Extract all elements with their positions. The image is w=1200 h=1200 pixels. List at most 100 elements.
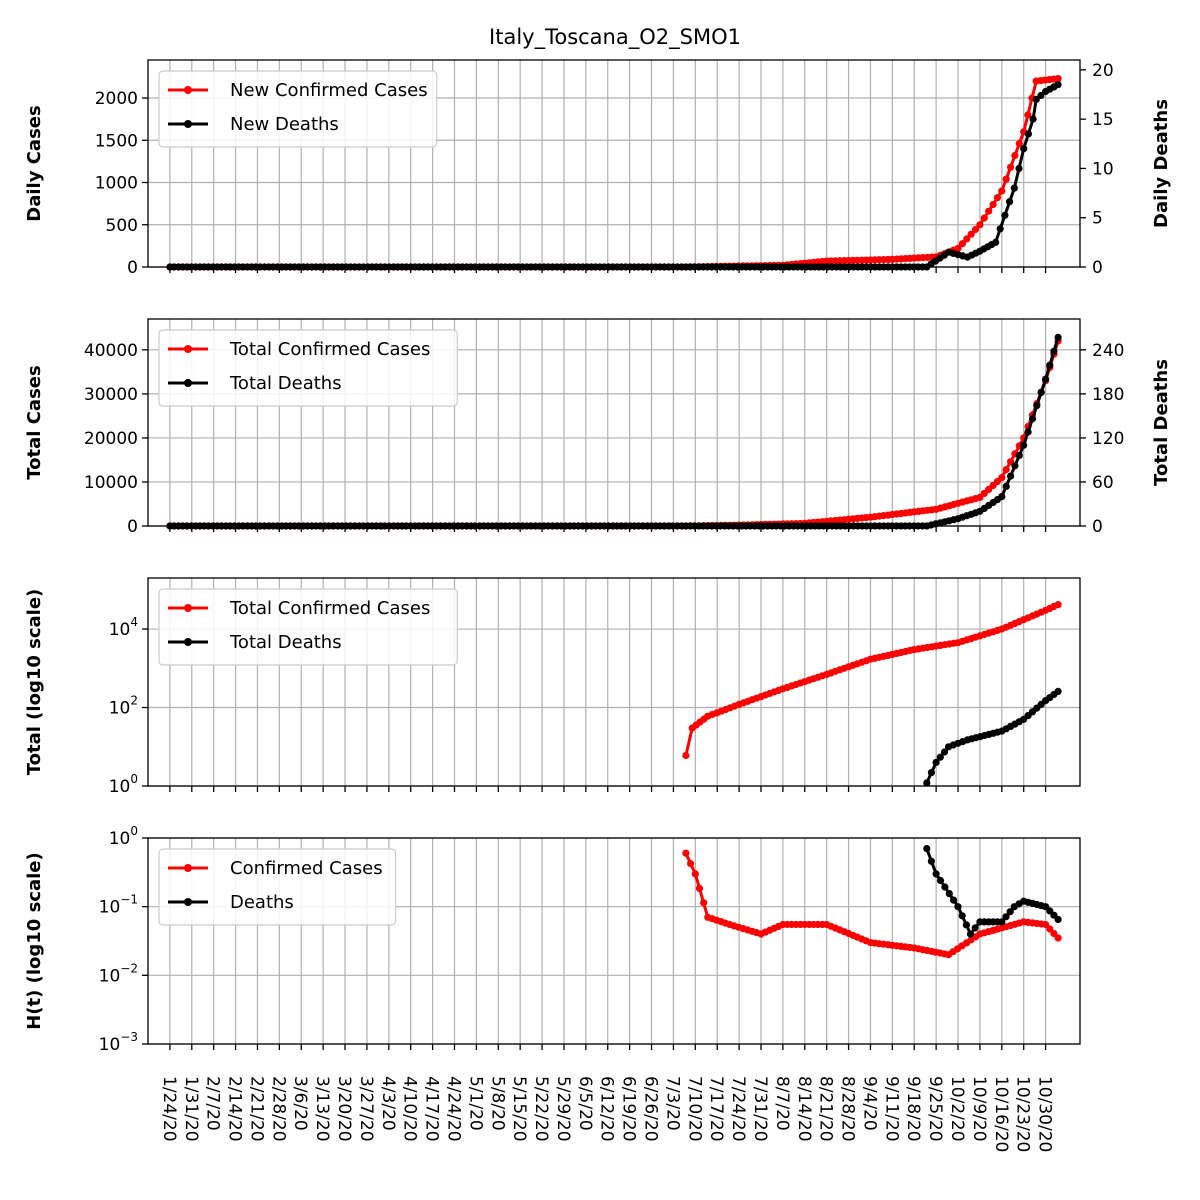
- data-point: [695, 884, 704, 893]
- series-confirmed-cases: [682, 849, 1062, 959]
- x-tick-label: 8/21/20: [816, 1076, 836, 1142]
- x-tick-label: 8/7/20: [772, 1076, 792, 1131]
- legend: New Confirmed Cases New Deaths: [158, 70, 438, 148]
- x-tick-label: 1/24/20: [159, 1076, 179, 1142]
- data-point: [1002, 466, 1010, 474]
- x-tick-label: 10/30/20: [1035, 1076, 1055, 1152]
- data-point: [967, 230, 975, 238]
- data-point: [985, 207, 993, 215]
- data-point: [1054, 687, 1062, 696]
- data-point: [1020, 145, 1028, 153]
- legend-box: [158, 70, 438, 148]
- chart-title: Italy_Toscana_O2_SMO1: [489, 25, 741, 50]
- y-tick-label: 104: [109, 615, 138, 640]
- data-point: [963, 235, 971, 243]
- data-point: [1001, 211, 1009, 219]
- y-axis-label: H(t) (log10 scale): [24, 852, 45, 1030]
- data-point: [1011, 151, 1019, 160]
- data-point: [971, 924, 979, 932]
- axes-frame: [147, 837, 1081, 1045]
- legend-marker: [184, 864, 192, 872]
- x-tick-label: 4/17/20: [422, 1076, 442, 1142]
- data-point: [1020, 441, 1028, 449]
- x-tick-label: 10/16/20: [991, 1076, 1011, 1152]
- x-tick-label: 7/17/20: [706, 1076, 726, 1142]
- x-tick-label: 8/28/20: [838, 1076, 858, 1142]
- legend-marker: [184, 86, 192, 94]
- data-point: [998, 474, 1006, 482]
- x-axis-tick-labels: 1/24/20 1/31/20 2/7/20 2/14/20 2/21/20 2/28/2…: [159, 1076, 1055, 1152]
- y-tick-label: 10−3: [99, 1030, 138, 1055]
- x-tick-label: 2/7/20: [203, 1076, 223, 1131]
- data-point: [958, 912, 966, 920]
- data-point: [1042, 920, 1050, 929]
- data-point: [1015, 164, 1023, 172]
- x-tick-label: 5/29/20: [553, 1076, 573, 1142]
- x-tick-label: 4/24/20: [443, 1076, 463, 1142]
- data-point: [1046, 361, 1054, 369]
- data-point: [1033, 402, 1041, 410]
- data-point: [1054, 934, 1062, 942]
- data-point: [1010, 184, 1018, 192]
- y2-tick-label: 10: [1092, 159, 1114, 179]
- x-tick-label: 7/3/20: [662, 1076, 682, 1131]
- y-tick-label: 2000: [95, 89, 138, 109]
- x-tick-label: 5/22/20: [531, 1076, 551, 1142]
- x-tick-label: 8/14/20: [794, 1076, 814, 1142]
- data-point: [1024, 111, 1032, 119]
- legend-box: [158, 329, 458, 407]
- legend-box: [158, 588, 458, 666]
- x-tick-label: 2/21/20: [246, 1076, 266, 1142]
- legend-marker: [184, 898, 192, 906]
- y2-axis-label: Total Deaths: [1151, 359, 1172, 486]
- x-tick-label: 6/5/20: [575, 1076, 595, 1131]
- x-tick-label: 6/19/20: [619, 1076, 639, 1142]
- panel-4: 10−3 10−2 10−1 100 Confirmed Cases Deaths H(t)…: [24, 824, 1081, 1055]
- data-point: [1002, 175, 1010, 183]
- y2-tick-label: 0: [1092, 258, 1103, 278]
- data-point: [700, 899, 708, 907]
- y-tick-label: 30000: [84, 385, 138, 405]
- data-point: [954, 244, 962, 252]
- data-point: [998, 187, 1006, 195]
- data-point: [958, 240, 967, 248]
- data-point: [1006, 198, 1014, 206]
- data-point: [1006, 908, 1014, 916]
- axes-frame: [147, 59, 1081, 268]
- data-point: [932, 870, 940, 878]
- y-tick-label: 10000: [84, 473, 138, 493]
- data-point: [923, 779, 931, 787]
- x-tick-label: 9/4/20: [859, 1076, 879, 1131]
- data-point: [1029, 115, 1037, 123]
- x-tick-label: 6/26/20: [641, 1076, 661, 1142]
- y2-tick-label: 15: [1092, 110, 1114, 130]
- legend-label: Total Deaths: [229, 632, 342, 653]
- legend-label: Total Confirmed Cases: [229, 339, 430, 360]
- x-tick-label: 10/2/20: [947, 1076, 967, 1142]
- data-point: [927, 769, 936, 777]
- x-tick-label: 5/1/20: [465, 1076, 485, 1131]
- data-point: [1015, 451, 1023, 460]
- data-point: [1042, 375, 1050, 383]
- y-tick-label: 102: [109, 694, 138, 719]
- data-point: [971, 225, 980, 234]
- x-tick-label: 9/25/20: [925, 1076, 945, 1142]
- legend-label: Total Deaths: [229, 373, 342, 394]
- data-point: [980, 214, 988, 222]
- y2-tick-label: 20: [1092, 61, 1114, 81]
- data-point: [966, 930, 975, 938]
- panel-2: 0 10000 20000 30000 40000 0 60 120 180 240 Total C…: [24, 318, 1172, 537]
- y2-tick-label: 5: [1092, 209, 1103, 229]
- x-tick-label: 4/10/20: [400, 1076, 420, 1142]
- data-point: [1007, 472, 1015, 480]
- x-tick-label: 5/8/20: [487, 1076, 507, 1131]
- y-tick-label: 100: [109, 824, 138, 849]
- data-point: [923, 845, 931, 853]
- data-point: [1054, 75, 1062, 83]
- x-tick-label: 6/12/20: [597, 1076, 617, 1142]
- x-tick-label: 5/15/20: [509, 1076, 529, 1142]
- y-tick-label: 10−2: [99, 961, 138, 986]
- y-axis-label: Total Cases: [24, 365, 45, 479]
- data-point: [998, 918, 1006, 926]
- data-point: [1037, 91, 1045, 100]
